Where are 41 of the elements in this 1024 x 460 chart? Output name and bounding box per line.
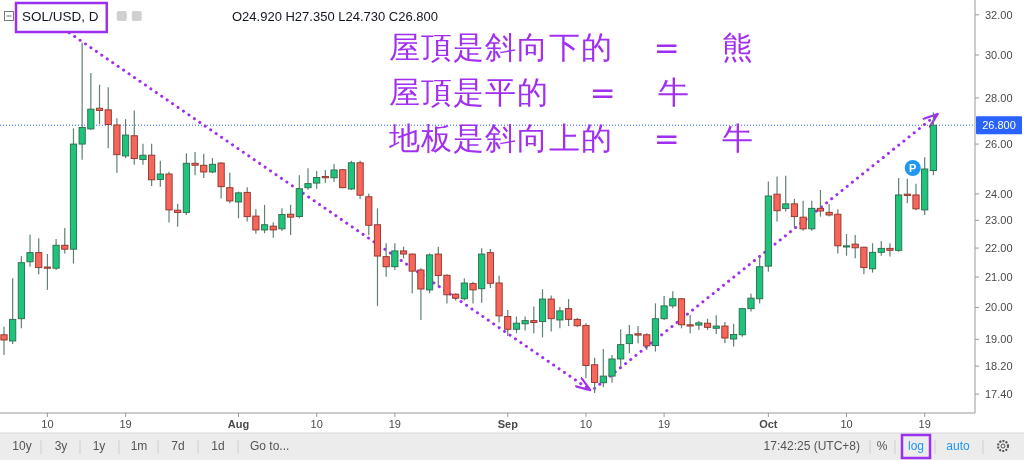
text: 17:42:25 (UTC+8) (763, 439, 860, 453)
text: 3y (54, 439, 68, 453)
annotation: 地板是斜向上的 = 牛 (388, 120, 754, 156)
text: log (907, 439, 925, 453)
text: SOL/USD, D (22, 9, 99, 24)
text: auto (946, 439, 970, 453)
text: 1m (130, 439, 148, 453)
x-tick-label: 10 (840, 418, 853, 430)
annotation: O24.920 H27.350 L24.730 C26.800 (232, 9, 439, 24)
x-tick-label: 19 (657, 418, 671, 430)
y-tick-label: 19.00 (985, 333, 1013, 346)
x-tick-label: Sep (497, 418, 519, 430)
x-tick-label: 10 (41, 418, 54, 430)
y-tick-label: 24.00 (985, 187, 1013, 200)
annotation: 屋頂是斜向下的 = 熊 (389, 29, 754, 65)
text: 7d (171, 439, 185, 453)
ref-line-label: 26.800 (982, 119, 1016, 132)
y-tick-label: 21.00 (985, 271, 1013, 284)
x-tick-label: Aug (227, 418, 250, 430)
y-tick-label: 32.00 (985, 8, 1013, 21)
y-tick-label: 30.00 (985, 48, 1013, 61)
text: 10y (12, 439, 32, 453)
text: 1d (211, 439, 225, 453)
x-tick-label: Oct (759, 418, 778, 430)
text: % (876, 439, 888, 453)
x-tick-label: 19 (388, 418, 401, 430)
x-tick-label: 19 (918, 418, 931, 430)
x-tick-label: 10 (310, 418, 323, 430)
y-tick-label: 20.00 (985, 301, 1013, 314)
y-tick-label: 23.00 (985, 214, 1013, 227)
y-tick-label: 26.00 (985, 138, 1013, 151)
x-tick-label: 19 (119, 418, 132, 430)
annotation: 屋頂是平的 = 牛 (389, 74, 690, 110)
text: Go to... (250, 439, 290, 453)
y-tick-label: 18.20 (985, 360, 1013, 373)
y-tick-label: 17.40 (985, 388, 1013, 401)
y-tick-label: 22.00 (985, 242, 1013, 255)
y-tick-label: 28.00 (985, 91, 1013, 104)
annotation: P (909, 161, 917, 174)
x-tick-label: 10 (579, 418, 593, 430)
text: 1y (92, 439, 106, 453)
